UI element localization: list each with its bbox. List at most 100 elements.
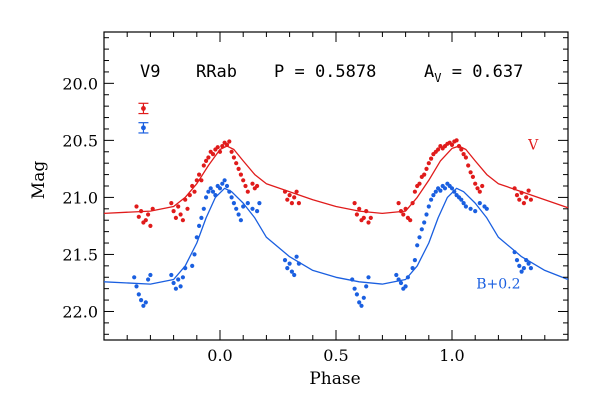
data-point-B xyxy=(526,261,531,266)
data-point-B xyxy=(294,254,299,259)
data-point-B xyxy=(173,286,178,291)
data-point-V xyxy=(197,172,202,177)
header-class: RRab xyxy=(196,62,237,82)
data-point-B xyxy=(438,188,443,193)
y-tick-label: 22.0 xyxy=(62,302,98,321)
data-point-V xyxy=(187,193,192,198)
data-point-B xyxy=(429,197,434,202)
data-point-B xyxy=(231,201,236,206)
data-point-B xyxy=(461,201,466,206)
data-point-V xyxy=(190,183,195,189)
fit-curves xyxy=(103,145,569,285)
data-point-B xyxy=(419,227,424,232)
data-point-V xyxy=(519,190,524,195)
data-point-V xyxy=(368,215,373,220)
data-point-B xyxy=(357,300,362,305)
data-point-V xyxy=(201,163,206,168)
data-point-B xyxy=(229,195,234,200)
fit-curve-V xyxy=(103,145,569,215)
series-label-B: B+0.2 xyxy=(476,277,520,293)
data-point-B xyxy=(210,189,216,194)
x-tick-label: 1.0 xyxy=(439,346,464,365)
data-point-V xyxy=(468,170,473,175)
data-point-B xyxy=(459,197,464,202)
data-point-B xyxy=(426,204,431,209)
data-point-V xyxy=(173,215,178,220)
data-point-B xyxy=(405,275,410,280)
data-point-B xyxy=(148,272,153,278)
data-point-B xyxy=(255,209,260,214)
data-point-V xyxy=(466,163,471,168)
data-point-B xyxy=(183,266,188,271)
data-point-V xyxy=(143,218,148,223)
data-point-V xyxy=(426,161,431,166)
data-point-V xyxy=(183,197,188,202)
data-point-B xyxy=(222,178,227,183)
data-point-V xyxy=(220,144,225,149)
data-point-B xyxy=(287,261,292,266)
data-point-B xyxy=(519,269,524,274)
data-point-B xyxy=(285,266,290,271)
y-tick-label: 20.5 xyxy=(62,131,98,150)
data-point-V xyxy=(461,152,466,157)
data-point-V xyxy=(199,178,204,183)
data-point-V xyxy=(526,188,531,193)
data-point-V xyxy=(229,149,234,154)
header-star: V9 xyxy=(140,62,160,82)
data-point-B xyxy=(412,258,417,263)
data-point-V xyxy=(512,186,517,191)
y-tick-label: 20.0 xyxy=(62,74,98,93)
data-point-V xyxy=(364,209,369,214)
data-point-B xyxy=(289,269,294,274)
data-point-B xyxy=(410,266,415,271)
series-labels: V B+0.2 xyxy=(476,137,539,292)
data-point-V xyxy=(354,212,359,217)
data-point-B xyxy=(361,295,366,300)
data-point-B xyxy=(204,195,209,200)
data-point-B xyxy=(394,272,399,278)
data-point-V xyxy=(475,186,480,191)
header-period: P = 0.5878 xyxy=(274,62,376,82)
data-point-V xyxy=(357,206,362,211)
data-point-V xyxy=(171,209,176,214)
data-point-V xyxy=(238,172,243,177)
y-tick-label: 21.5 xyxy=(62,245,98,264)
data-point-V xyxy=(463,155,468,160)
data-point-V xyxy=(398,209,404,214)
x-tick-label: 0.5 xyxy=(323,346,348,365)
data-point-V xyxy=(410,201,415,206)
data-point-V xyxy=(231,155,236,160)
data-point-V xyxy=(477,189,482,194)
data-point-V xyxy=(412,189,417,194)
data-point-V xyxy=(215,145,220,150)
data-point-B xyxy=(473,209,478,214)
x-axis-label: Phase xyxy=(309,369,360,389)
data-point-V xyxy=(294,189,299,194)
data-point-B xyxy=(192,252,197,257)
data-point-V xyxy=(473,181,478,186)
header: V9 RRab P = 0.5878 AV = 0.637 xyxy=(140,62,523,85)
data-point-B xyxy=(354,292,359,297)
header-amp-sub: V xyxy=(434,71,441,85)
data-point-V xyxy=(136,214,141,219)
error-bars xyxy=(138,102,149,134)
data-point-V xyxy=(285,197,290,202)
series-label-V: V xyxy=(527,137,539,153)
y-axis-label: Mag xyxy=(29,161,49,200)
data-point-B xyxy=(366,275,371,280)
data-point-B xyxy=(194,235,199,240)
data-point-B xyxy=(517,263,522,268)
data-point-V xyxy=(134,204,139,209)
header-amp-suffix: = 0.637 xyxy=(441,62,523,82)
data-point-V xyxy=(449,142,455,147)
data-point-B xyxy=(433,189,438,194)
data-point-B xyxy=(463,204,468,209)
data-point-V xyxy=(243,183,248,189)
data-point-V xyxy=(396,201,401,206)
data-point-B xyxy=(292,272,297,278)
data-point-V xyxy=(169,201,174,206)
data-point-V xyxy=(403,206,408,211)
x-tick-label: 0.0 xyxy=(207,346,232,365)
data-point-B xyxy=(359,303,364,308)
data-point-V xyxy=(185,206,190,211)
